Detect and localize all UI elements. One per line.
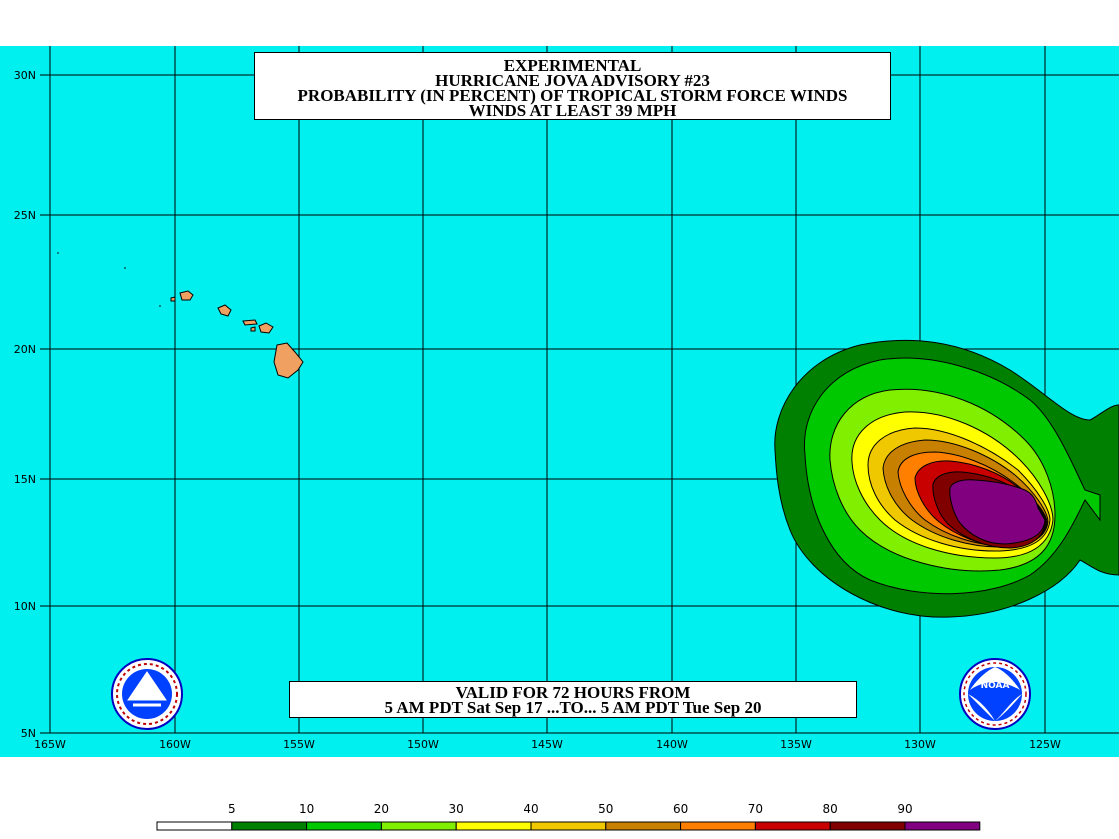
legend-label: 5 <box>228 802 236 816</box>
lon-label: 125W <box>1029 738 1061 751</box>
legend-label: 10 <box>299 802 314 816</box>
legend-swatch <box>754 821 831 831</box>
title-line-2: HURRICANE JOVA ADVISORY #23 <box>435 71 710 90</box>
legend-label: 90 <box>897 802 912 816</box>
islet-dot <box>57 252 59 254</box>
legend-swatch <box>306 821 382 831</box>
legend-swatch <box>156 821 233 831</box>
valid-line-1: VALID FOR 72 HOURS FROM <box>455 683 691 702</box>
island-kauai <box>179 290 194 301</box>
valid-period-box: VALID FOR 72 HOURS FROM 5 AM PDT Sat Sep… <box>289 681 857 718</box>
valid-line-2: 5 AM PDT Sat Sep 17 ...TO... 5 AM PDT Tu… <box>384 698 762 717</box>
probability-contours <box>774 339 1119 618</box>
latitude-labels: 30N 25N 20N 15N 10N 5N <box>14 69 36 740</box>
contour-90-plus <box>949 479 1046 545</box>
legend-label: 50 <box>598 802 613 816</box>
lat-label: 30N <box>14 69 36 82</box>
lon-label: 150W <box>407 738 439 751</box>
legend-swatch <box>680 821 756 831</box>
longitude-labels: 165W 160W 155W 150W 145W 140W 135W 130W 125W <box>34 738 1061 751</box>
nws-logo <box>111 658 183 730</box>
islet-dot <box>159 305 161 307</box>
lat-label: 20N <box>14 343 36 356</box>
lon-label: 140W <box>656 738 688 751</box>
legend-swatch <box>904 821 981 831</box>
island-niihau <box>170 296 176 302</box>
lat-label: 15N <box>14 473 36 486</box>
islet-dot <box>124 267 126 269</box>
legend-label: 40 <box>523 802 538 816</box>
lon-label: 155W <box>283 738 315 751</box>
title-box: EXPERIMENTAL HURRICANE JOVA ADVISORY #23… <box>254 52 891 120</box>
island-hawaii <box>273 342 304 379</box>
lon-label: 145W <box>531 738 563 751</box>
title-line-4: WINDS AT LEAST 39 MPH <box>468 101 677 120</box>
legend-swatch <box>380 821 457 831</box>
legend-swatch <box>231 821 308 831</box>
island-lanai <box>250 326 256 332</box>
lon-label: 160W <box>159 738 191 751</box>
legend-label: 70 <box>748 802 763 816</box>
lon-label: 165W <box>34 738 66 751</box>
legend-label: 80 <box>823 802 838 816</box>
legend-label: 60 <box>673 802 688 816</box>
legend-swatch <box>605 821 682 831</box>
legend-swatch <box>829 821 906 831</box>
island-maui <box>258 322 274 334</box>
noaa-logo: NOAA <box>959 658 1031 730</box>
title-line-1: EXPERIMENTAL <box>503 56 642 75</box>
lat-label: 10N <box>14 600 36 613</box>
noaa-logo-text: NOAA <box>981 681 1010 691</box>
legend-label: 30 <box>449 802 464 816</box>
title-line-3: PROBABILITY (IN PERCENT) OF TROPICAL STO… <box>297 86 848 105</box>
lon-label: 130W <box>904 738 936 751</box>
legend-swatch <box>455 821 532 831</box>
probability-legend: 5 10 20 30 40 50 60 70 80 90 <box>156 802 981 831</box>
island-oahu <box>217 304 232 317</box>
hawaiian-islands <box>170 290 304 379</box>
island-molokai <box>242 319 258 326</box>
lat-label: 5N <box>21 727 36 740</box>
lat-label: 25N <box>14 209 36 222</box>
legend-label: 20 <box>374 802 389 816</box>
lon-label: 135W <box>780 738 812 751</box>
legend-swatch <box>530 821 607 831</box>
